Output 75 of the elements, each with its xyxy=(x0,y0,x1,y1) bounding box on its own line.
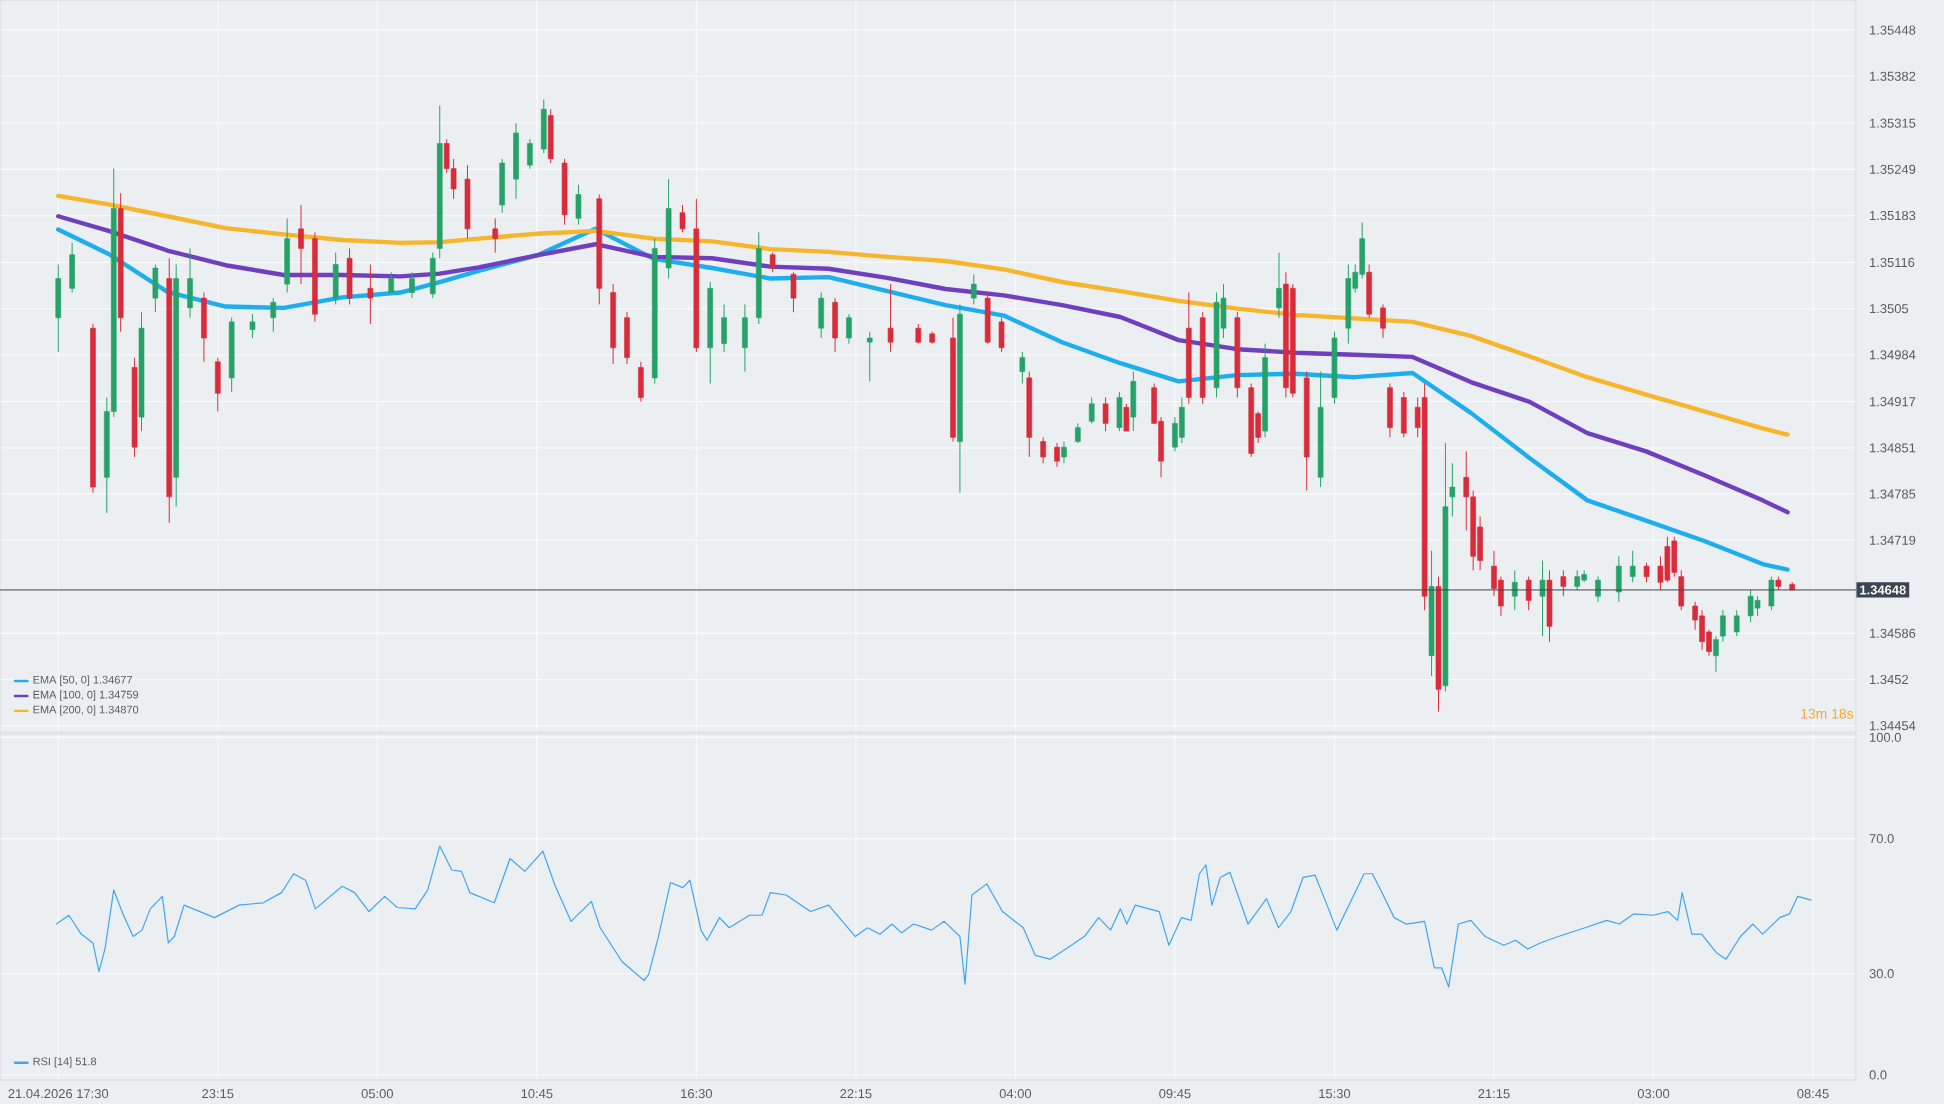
candlestick xyxy=(1525,576,1532,611)
candlestick xyxy=(1616,555,1622,603)
candlestick xyxy=(201,292,207,363)
candlestick xyxy=(409,271,415,299)
candlestick xyxy=(1747,589,1754,623)
candlestick xyxy=(1768,576,1775,611)
candlestick xyxy=(1276,252,1282,319)
candlestick xyxy=(1061,441,1067,464)
candlestick xyxy=(547,108,554,164)
candlestick xyxy=(915,323,922,345)
candlestick xyxy=(1733,609,1740,637)
candlestick xyxy=(818,292,824,339)
candlestick xyxy=(527,138,533,170)
candlestick xyxy=(832,297,838,353)
candlestick xyxy=(332,252,339,305)
candlestick xyxy=(346,247,353,305)
candlestick xyxy=(1116,391,1123,432)
candlestick xyxy=(388,271,394,294)
candlestick xyxy=(1643,562,1650,583)
candlestick xyxy=(1040,436,1046,464)
candlestick xyxy=(1546,569,1553,643)
candlestick xyxy=(984,292,991,345)
candlestick xyxy=(1054,442,1060,468)
candlestick xyxy=(866,331,873,382)
candlestick xyxy=(721,303,727,353)
candlestick xyxy=(1102,396,1109,432)
candlestick xyxy=(1511,569,1518,611)
candlestick xyxy=(270,297,277,333)
candlestick xyxy=(367,264,374,325)
candlestick xyxy=(679,204,686,233)
candlestick xyxy=(284,217,290,294)
candlestick xyxy=(1366,264,1372,319)
candlestick xyxy=(1380,303,1386,339)
candlestick xyxy=(998,317,1005,353)
candlestick xyxy=(1401,391,1407,438)
candlestick xyxy=(249,313,256,339)
candlestick xyxy=(769,252,776,273)
candlestick xyxy=(971,273,977,305)
candlestick xyxy=(638,361,644,403)
line-series xyxy=(56,214,1790,515)
candlestick xyxy=(55,264,62,353)
candlestick xyxy=(1088,396,1095,424)
candlestick xyxy=(1699,609,1705,651)
candlestick xyxy=(1019,351,1026,384)
candlestick xyxy=(1595,576,1601,603)
candlestick xyxy=(575,184,582,226)
candlestick xyxy=(846,313,852,345)
candlestick xyxy=(887,283,894,353)
candlestick xyxy=(492,217,499,254)
line-series xyxy=(56,226,1790,572)
candlestick xyxy=(298,204,304,285)
candlestick xyxy=(1574,569,1580,591)
candlestick xyxy=(152,264,159,313)
candlestick xyxy=(1387,382,1393,438)
candlestick xyxy=(624,311,630,365)
candlestick xyxy=(214,357,221,412)
candlestick xyxy=(69,242,75,294)
candlestick xyxy=(1130,371,1137,432)
candlestick xyxy=(1539,560,1546,637)
candlestick xyxy=(540,98,547,154)
candlestick xyxy=(430,252,436,299)
line-series xyxy=(55,845,1812,988)
candlestick xyxy=(1179,396,1185,444)
candlestick xyxy=(1075,422,1081,444)
candlestick xyxy=(742,303,748,373)
line-series xyxy=(56,193,1790,437)
candlestick xyxy=(1560,569,1567,597)
candlestick xyxy=(1754,595,1761,617)
candlestick xyxy=(1664,536,1671,583)
candlestick xyxy=(790,271,797,313)
candlestick xyxy=(513,122,519,200)
candlestick xyxy=(187,247,193,319)
candlestick xyxy=(1629,550,1636,583)
candlestick xyxy=(499,158,505,214)
candlestick xyxy=(1123,403,1130,432)
